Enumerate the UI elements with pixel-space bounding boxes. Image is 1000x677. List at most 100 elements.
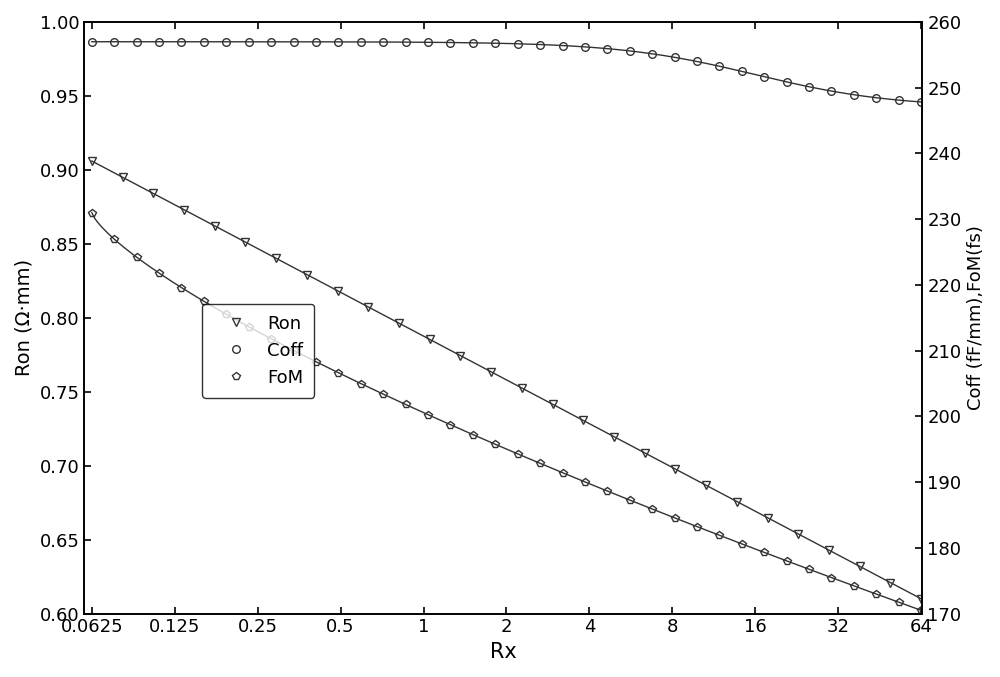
Ron — [117, 173, 129, 181]
Coff — [288, 38, 300, 46]
Ron — [332, 286, 344, 294]
Coff — [86, 38, 98, 46]
FoM — [332, 369, 344, 377]
Y-axis label: Coff (fF/mm),FoM(fs): Coff (fF/mm),FoM(fs) — [967, 225, 985, 410]
Coff — [781, 78, 793, 86]
Coff — [579, 43, 591, 51]
FoM — [579, 478, 591, 486]
Coff — [131, 38, 143, 46]
Coff — [646, 49, 658, 58]
FoM — [601, 487, 613, 495]
Coff — [534, 41, 546, 49]
FoM — [624, 496, 636, 504]
Coff — [557, 41, 569, 49]
Coff — [848, 91, 860, 99]
Ron — [762, 514, 774, 522]
FoM — [355, 380, 367, 388]
FoM — [377, 390, 389, 398]
Ron — [915, 594, 927, 603]
Coff — [825, 87, 837, 95]
Ron — [516, 384, 528, 392]
FoM — [288, 347, 300, 355]
FoM — [310, 357, 322, 366]
Ron — [86, 157, 98, 165]
Coff — [444, 39, 456, 47]
FoM — [265, 334, 277, 343]
Coff — [355, 38, 367, 46]
Line: FoM: FoM — [88, 209, 925, 614]
Coff — [220, 38, 232, 46]
FoM — [467, 431, 479, 439]
Ron — [884, 579, 896, 587]
Ron — [577, 416, 589, 424]
Ron — [178, 206, 190, 214]
Ron — [731, 498, 743, 506]
Ron — [393, 319, 405, 327]
Coff — [467, 39, 479, 47]
Line: Ron: Ron — [88, 157, 925, 603]
FoM — [758, 548, 770, 556]
Ron — [239, 238, 251, 246]
FoM — [489, 440, 501, 448]
Ron — [424, 335, 436, 343]
FoM — [220, 310, 232, 318]
Coff — [601, 45, 613, 53]
Ron — [639, 449, 651, 457]
Coff — [669, 53, 681, 62]
FoM — [444, 420, 456, 429]
Coff — [198, 38, 210, 46]
Coff — [175, 38, 187, 46]
FoM — [108, 235, 120, 243]
FoM — [803, 565, 815, 573]
Coff — [422, 38, 434, 46]
Ron — [823, 546, 835, 554]
Ron — [700, 481, 712, 489]
Legend: Ron, Coff, FoM: Ron, Coff, FoM — [202, 304, 314, 397]
Ron — [270, 255, 282, 263]
FoM — [131, 253, 143, 261]
Ron — [362, 303, 374, 311]
Ron — [301, 270, 313, 278]
Y-axis label: Ron (Ω·mm): Ron (Ω·mm) — [15, 259, 34, 376]
Ron — [608, 433, 620, 441]
FoM — [512, 450, 524, 458]
FoM — [557, 468, 569, 477]
Coff — [265, 38, 277, 46]
Ron — [454, 351, 466, 359]
Coff — [243, 38, 255, 46]
FoM — [646, 505, 658, 513]
FoM — [86, 209, 98, 217]
FoM — [893, 598, 905, 607]
FoM — [198, 297, 210, 305]
FoM — [915, 606, 927, 614]
FoM — [153, 269, 165, 277]
Coff — [153, 38, 165, 46]
FoM — [736, 540, 748, 548]
FoM — [534, 459, 546, 467]
FoM — [400, 400, 412, 408]
Coff — [893, 96, 905, 104]
FoM — [870, 590, 882, 598]
FoM — [781, 556, 793, 565]
Coff — [870, 93, 882, 102]
FoM — [243, 323, 255, 331]
Coff — [310, 38, 322, 46]
Ron — [485, 368, 497, 376]
FoM — [825, 573, 837, 582]
FoM — [422, 411, 434, 419]
Coff — [915, 98, 927, 106]
Coff — [489, 39, 501, 47]
FoM — [691, 523, 703, 531]
Line: Coff: Coff — [88, 38, 925, 106]
FoM — [713, 531, 725, 540]
Coff — [108, 38, 120, 46]
Coff — [691, 58, 703, 66]
Ron — [547, 400, 559, 408]
X-axis label: Rx: Rx — [490, 642, 517, 662]
Coff — [736, 67, 748, 75]
FoM — [848, 582, 860, 590]
FoM — [669, 514, 681, 522]
Ron — [854, 563, 866, 571]
Coff — [332, 38, 344, 46]
Coff — [377, 38, 389, 46]
